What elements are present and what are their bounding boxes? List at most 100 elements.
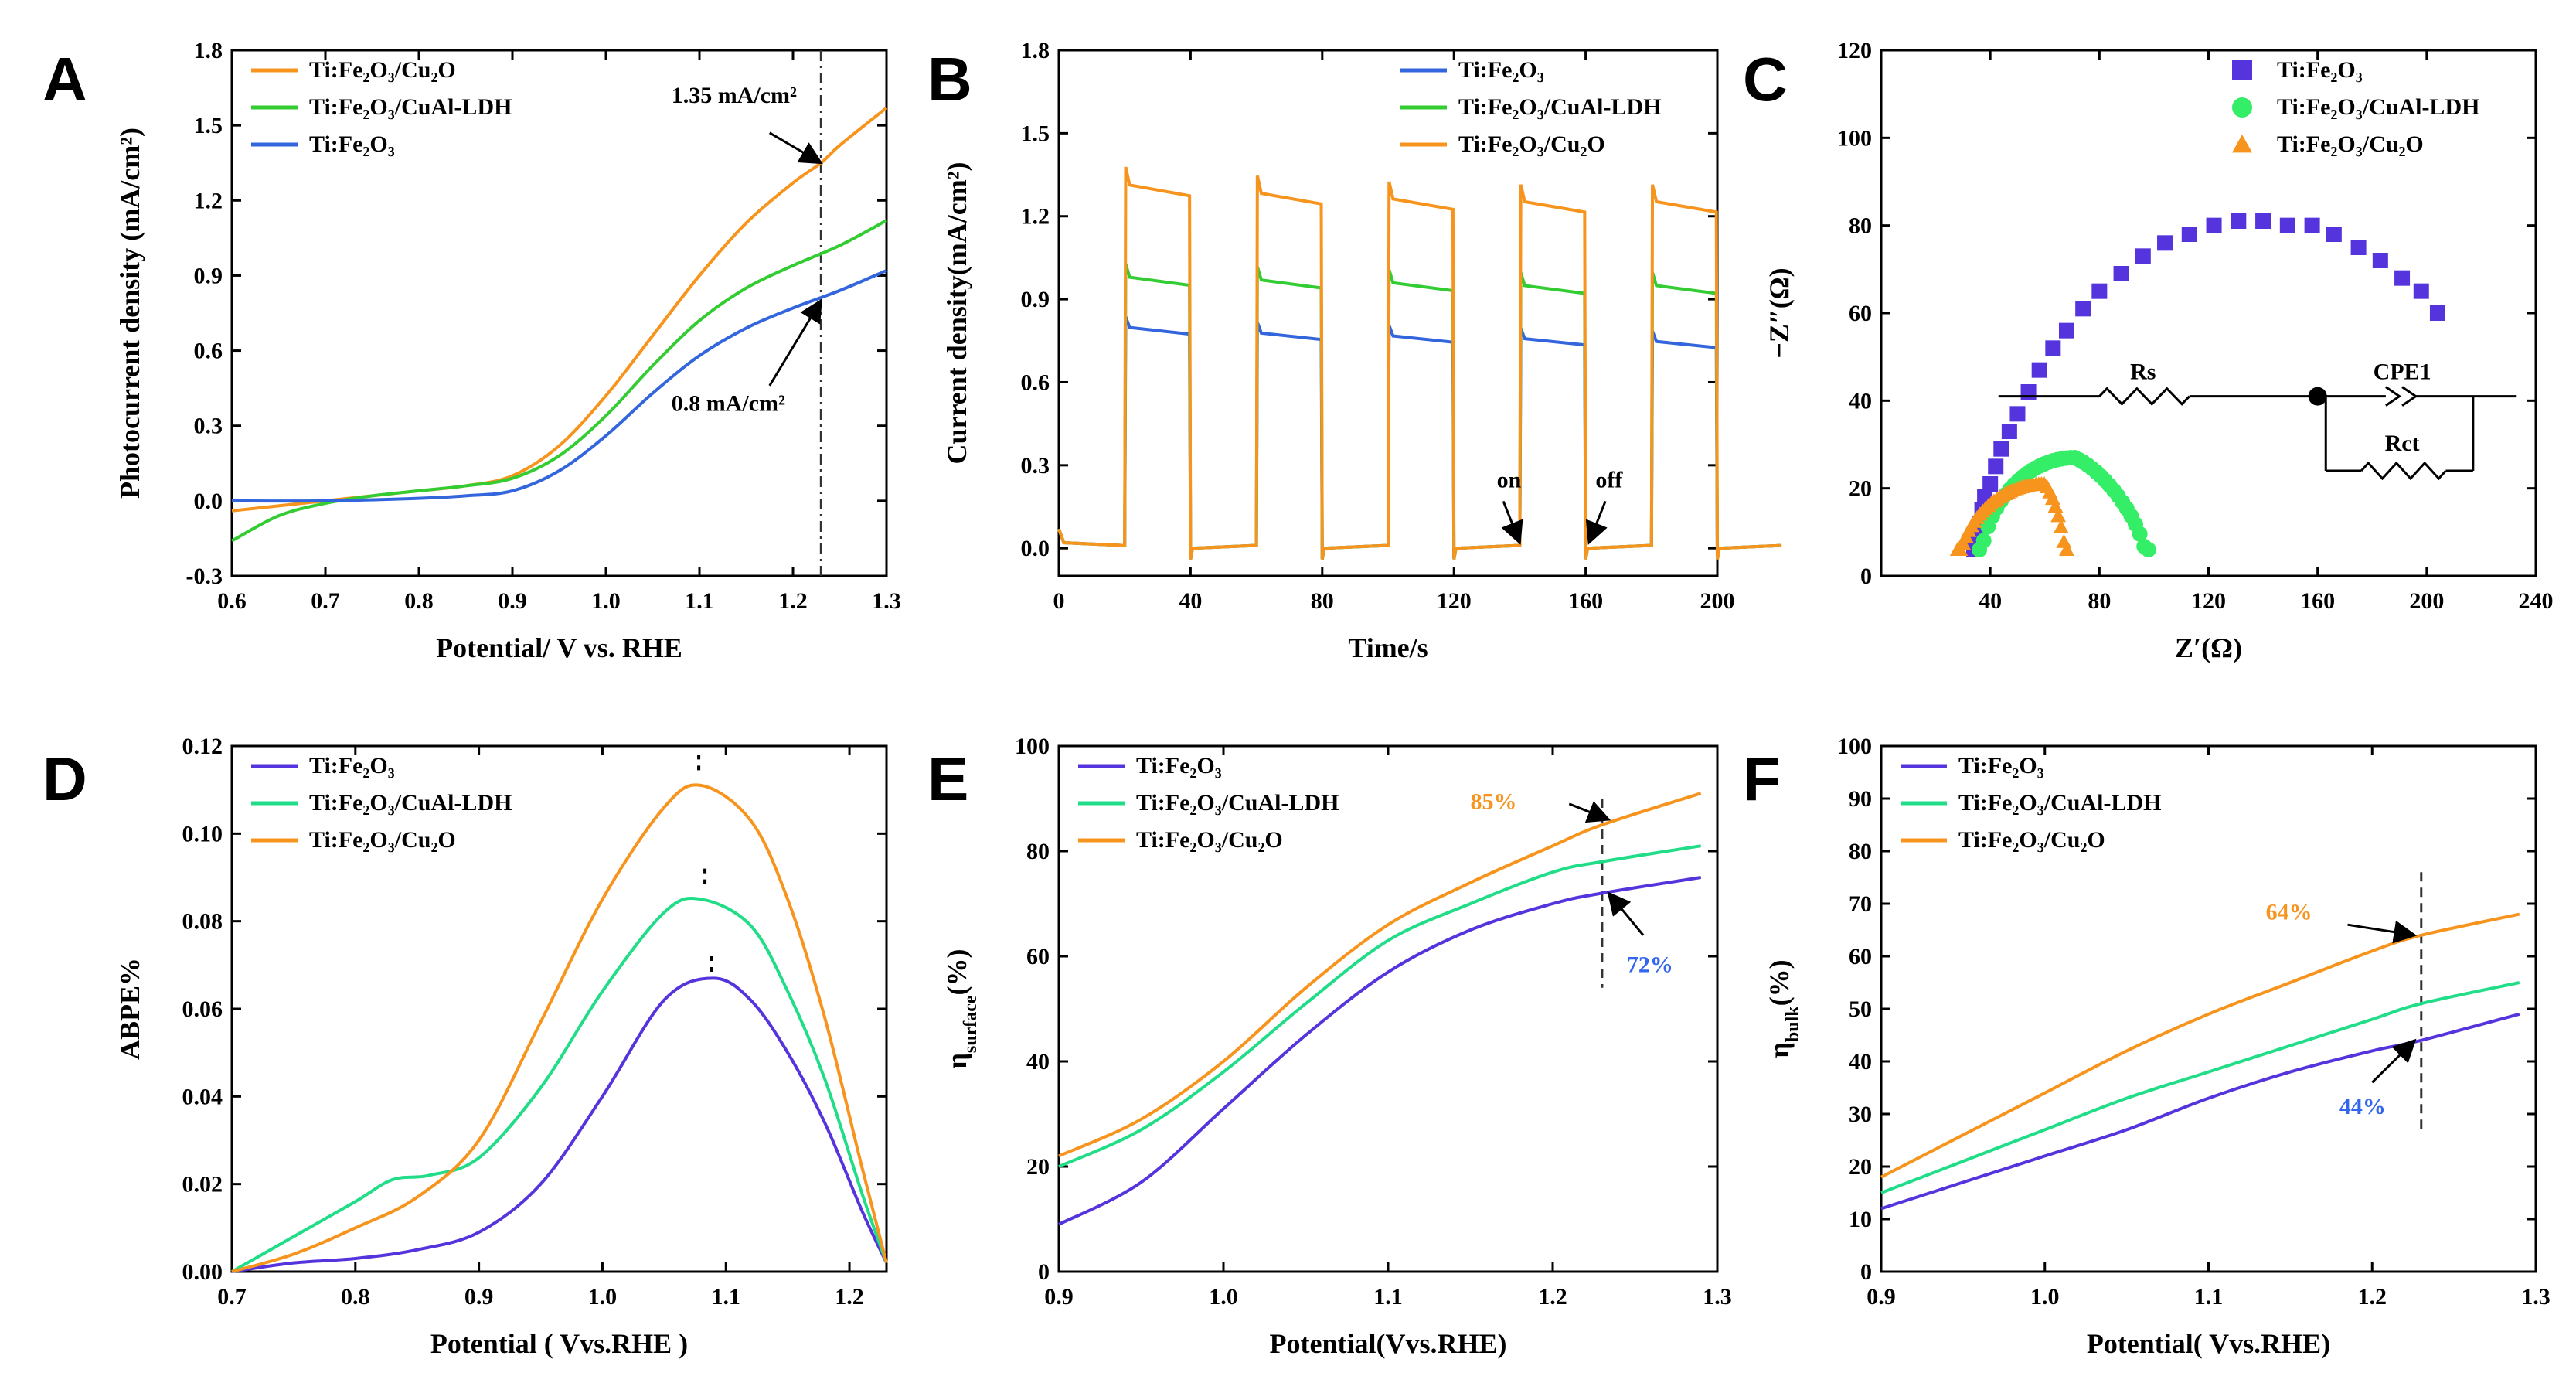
marker-square [2135,248,2151,264]
marker-circle [2140,542,2156,557]
legend-label: Ti:Fe₂O₃ [1136,753,1222,778]
annotation-label: 0.8 mA/cm² [672,390,785,416]
y-tick-label: 0 [1038,1259,1050,1285]
x-tick-label: 0.9 [1044,1284,1074,1310]
legend-item: Ti:Fe₂O₃/Cu₂O [1078,827,1283,853]
marker-square [2279,217,2295,233]
x-axis-title: Potential( Vvs.RHE) [2087,1328,2330,1359]
legend-label: Ti:Fe₂O₃/CuAl-LDH [309,790,512,816]
x-tick-label: 80 [1311,588,1334,614]
y-tick-label: 120 [1837,38,1872,63]
y-tick-label: 0.12 [182,734,223,759]
series-line [1058,844,1702,1168]
y-tick-label: 0.6 [194,339,223,364]
y-tick-label: 40 [1026,1049,1050,1075]
legend-label: Ti:Fe₂O₃/CuAl-LDH [2277,94,2479,120]
legend-item: Ti:Fe₂O₃/CuAl-LDH [1078,790,1339,816]
marker-square [2075,301,2091,317]
annotation-arrow [1568,801,1611,823]
marker-square [2113,266,2129,281]
panel-letter: D [43,744,87,813]
marker-square [2350,240,2367,255]
x-tick-label: 160 [1568,588,1603,614]
y-tick-label: 60 [1849,301,1872,326]
x-tick-label: 1.3 [2521,1284,2550,1310]
panel-letter: B [927,45,972,114]
marker-square [1993,441,2009,457]
legend-item: Ti:Fe₂O₃/Cu₂O [251,57,456,83]
marker-square [2009,406,2026,422]
marker-square [2206,217,2222,233]
y-tick-label: 40 [1849,1049,1872,1075]
y-tick-label: 0 [1860,1259,1872,1285]
legend-label: Ti:Fe₂O₃/Cu₂O [1136,827,1283,853]
annotation-arrow [1501,500,1523,545]
marker-square [2429,305,2445,321]
x-axis-title: Time/s [1348,632,1428,663]
y-tick-label: 60 [1849,944,1872,969]
x-tick-label: 1.3 [1703,1284,1732,1310]
legend-item: Ti:Fe₂O₃ [1901,753,2044,778]
annotation-label: 85% [1471,789,1517,815]
annotation-arrow [2371,1038,2417,1084]
y-tick-label: 20 [1849,1154,1872,1180]
legend-item: Ti:Fe₂O₃/Cu₂O [2232,131,2424,157]
legend-label: Ti:Fe₂O₃/Cu₂O [1958,827,2105,853]
y-tick-label: 1.5 [1021,121,1050,146]
marker-square [2157,235,2173,251]
x-tick-label: 40 [1179,588,1202,614]
legend-item: Ti:Fe₂O₃/CuAl-LDH [1901,790,2161,816]
y-tick-label: 30 [1849,1102,1872,1127]
annotation-arrow [2347,920,2418,944]
y-tick-label: 0.08 [182,909,223,935]
series-line [1057,315,1782,560]
marker-square [2372,253,2388,268]
legend-item: Ti:Fe₂O₃ [1400,57,1544,83]
plot-frame [1057,744,1719,1273]
annotation-label: 44% [2339,1094,2386,1119]
legend-label: Ti:Fe₂O₃ [1458,57,1544,83]
y-tick-label: 0.9 [194,263,223,288]
marker-circle [2232,97,2252,118]
y-tick-label: 0.06 [182,996,223,1022]
x-tick-label: 1.2 [1538,1284,1567,1310]
marker-circle [1975,533,1992,549]
y-tick-label: 0.0 [1021,536,1050,561]
legend-item: Ti:Fe₂O₃/CuAl-LDH [251,790,512,816]
y-tick-label: 0.0 [194,489,223,514]
series-line [231,783,888,1273]
y-tick-label: 1.2 [1021,204,1050,230]
series-line [231,219,887,543]
panel-c: 40 80 120 160 200 240 0 20 40 60 80 100 120 Z′(Ω) −Z″(… [1743,38,2554,663]
y-tick-label: 80 [1026,839,1050,864]
panel-e: 0.9 1.0 1.1 1.2 1.3 0 20 40 60 80 100 Potential(Vvs… [927,734,1732,1359]
legend-item: Ti:Fe₂O₃ [251,131,395,157]
x-tick-label: 1.1 [2194,1284,2224,1310]
marker-square [2232,60,2252,80]
x-tick-label: 240 [2519,588,2554,614]
y-axis-title: ηbulk(%) [1764,959,1803,1058]
y-tick-label: 0 [1860,564,1872,589]
panel-f: 0.9 1.0 1.1 1.2 1.3 0 10 20 30 40 50 60 70 80 90 100 Pot… [1743,734,2550,1359]
marker-square [2231,213,2247,229]
x-tick-label: 1.2 [835,1284,864,1310]
x-tick-label: 0 [1053,588,1065,614]
marker-square [1988,458,2004,475]
marker-square [2326,227,2342,242]
x-tick-label: 1.2 [778,588,808,614]
legend-label: Ti:Fe₂O₃ [309,131,395,157]
x-tick-label: 0.6 [217,588,247,614]
legend-label: Ti:Fe₂O₃/Cu₂O [309,57,456,83]
x-tick-label: 80 [2088,588,2111,614]
plot-frame [230,49,888,577]
marker-square [1982,476,1999,492]
y-tick-label: 70 [1849,891,1872,917]
annotation-arrow [1585,500,1608,545]
y-tick-label: 20 [1026,1154,1050,1180]
annotation-label: off [1595,467,1623,492]
marker-circle [2132,526,2148,542]
legend-item: Ti:Fe₂O₃ [251,753,395,778]
annotation-label: 72% [1627,952,1673,977]
legend-label: Ti:Fe₂O₃ [2277,57,2363,83]
